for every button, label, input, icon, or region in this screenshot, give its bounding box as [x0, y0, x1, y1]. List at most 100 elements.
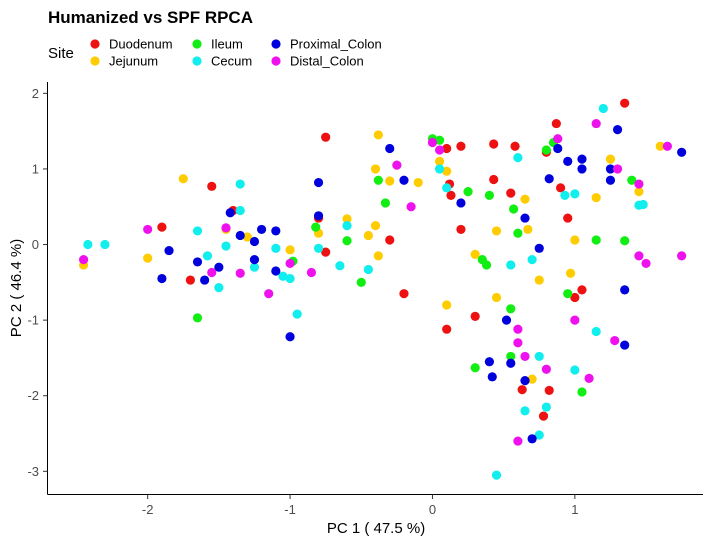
data-point — [373, 251, 383, 261]
data-point — [306, 267, 317, 278]
legend-key — [90, 56, 100, 66]
data-point — [406, 202, 416, 212]
data-point — [342, 221, 352, 231]
data-point — [256, 224, 267, 235]
data-point — [200, 275, 210, 285]
data-point — [489, 139, 499, 149]
data-point — [442, 166, 452, 176]
data-point — [620, 236, 630, 246]
data-point — [612, 125, 623, 135]
data-point — [520, 213, 530, 223]
data-point — [470, 363, 480, 373]
legend-label: Duodenum — [109, 37, 173, 52]
data-point — [392, 160, 402, 170]
series-distal-colon — [78, 118, 687, 446]
data-point — [641, 258, 651, 269]
data-point — [563, 289, 573, 299]
legend-label: Distal_Colon — [290, 54, 364, 69]
data-point — [491, 226, 502, 236]
data-point — [570, 315, 580, 325]
data-point — [570, 365, 580, 375]
y-axis-title: PC 2 ( 46.4 %) — [8, 239, 25, 337]
data-point — [221, 241, 231, 251]
data-point — [677, 147, 687, 157]
data-point — [638, 199, 648, 210]
data-point — [563, 156, 573, 166]
data-point — [313, 177, 324, 188]
data-point — [520, 406, 530, 416]
data-point — [292, 309, 302, 319]
data-point — [570, 189, 580, 199]
data-point — [481, 260, 492, 270]
legend-key — [192, 39, 202, 49]
data-point — [278, 271, 288, 281]
data-point — [342, 214, 352, 224]
data-point — [612, 164, 623, 174]
data-point — [434, 145, 445, 155]
data-point — [207, 267, 217, 278]
data-point — [534, 430, 544, 440]
data-point — [207, 181, 217, 191]
data-point — [342, 236, 352, 246]
data-point — [620, 340, 630, 350]
data-point — [363, 230, 373, 241]
data-point — [434, 156, 445, 166]
data-point — [610, 335, 620, 346]
data-point — [235, 179, 245, 189]
data-point — [463, 187, 473, 197]
data-point — [157, 222, 167, 232]
data-point — [489, 174, 499, 185]
data-point — [185, 275, 195, 285]
data-point — [527, 434, 537, 444]
data-point — [202, 251, 213, 261]
data-point — [271, 226, 281, 236]
data-point — [556, 183, 566, 193]
data-point — [513, 228, 523, 238]
x-tick-label: -2 — [142, 502, 154, 517]
data-point — [446, 190, 456, 200]
data-point — [380, 198, 391, 208]
x-tick-label: -1 — [284, 502, 296, 517]
data-point — [413, 177, 423, 188]
data-point — [506, 188, 516, 198]
data-point — [442, 300, 452, 310]
data-point — [311, 222, 321, 232]
data-point — [221, 223, 231, 233]
y-tick-label: 2 — [32, 86, 39, 101]
data-point — [249, 262, 260, 272]
data-point — [434, 164, 445, 174]
data-point — [620, 98, 630, 108]
data-point — [591, 193, 601, 203]
data-point — [214, 283, 224, 293]
data-point — [373, 130, 383, 140]
legend-label: Ileum — [211, 37, 243, 52]
y-tick-label: 0 — [32, 237, 39, 252]
plot-area — [78, 98, 687, 480]
data-point — [427, 137, 438, 148]
data-point — [520, 351, 530, 362]
data-point — [534, 351, 544, 362]
y-tick-label: -2 — [27, 388, 39, 403]
data-point — [634, 187, 644, 197]
data-point — [527, 374, 537, 384]
data-point — [501, 315, 512, 325]
data-point — [456, 141, 466, 151]
data-point — [321, 247, 331, 257]
data-point — [143, 224, 153, 235]
data-point — [565, 268, 576, 278]
data-point — [456, 224, 466, 235]
data-point — [249, 255, 260, 265]
data-point — [385, 176, 395, 186]
data-point — [506, 260, 516, 270]
data-point — [527, 255, 537, 265]
data-point — [509, 204, 519, 214]
legend-key — [90, 39, 100, 49]
data-point — [442, 324, 452, 334]
data-point — [214, 262, 224, 272]
data-point — [655, 141, 665, 151]
legend-label: Jejunum — [109, 54, 158, 69]
data-point — [605, 164, 616, 174]
data-point — [520, 194, 530, 204]
data-point — [570, 235, 580, 245]
x-axis-ticks: -2 -1 0 1 — [142, 494, 578, 517]
